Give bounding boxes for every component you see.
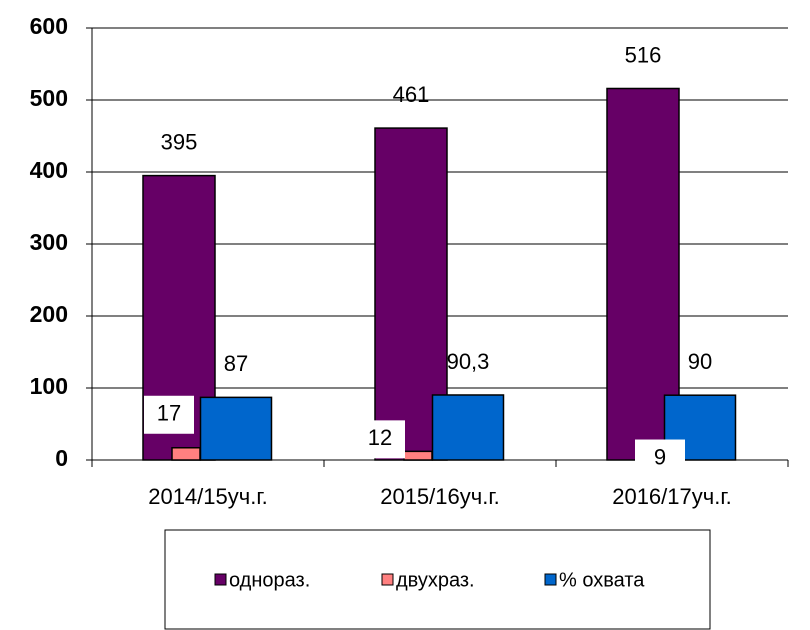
label-bg	[144, 395, 194, 434]
y-tick-label: 200	[30, 301, 68, 327]
legend-swatch	[214, 573, 227, 586]
x-tick-label: 2016/17уч.г.	[612, 484, 732, 509]
legend-box	[164, 529, 711, 630]
data-label: 90	[688, 349, 712, 374]
y-tick-label: 300	[30, 229, 68, 255]
bar	[199, 396, 273, 461]
data-label: 395	[161, 129, 198, 154]
bar	[606, 87, 680, 461]
bar	[431, 394, 505, 461]
legend-label: однораз.	[229, 569, 310, 591]
data-label: 90,3	[447, 349, 490, 374]
label-bg	[355, 420, 405, 459]
legend-swatch	[381, 573, 394, 586]
bar	[171, 447, 201, 461]
label-bg	[635, 439, 685, 478]
data-label: 9	[654, 444, 666, 469]
y-tick-label: 500	[30, 85, 68, 111]
x-tick-label: 2014/15уч.г.	[148, 484, 268, 509]
y-tick-label: 100	[30, 373, 68, 399]
legend-label: % охвата	[559, 569, 645, 591]
legend-label: двухраз.	[396, 569, 475, 591]
y-tick-label: 400	[30, 157, 68, 183]
x-tick-label: 2015/16уч.г.	[380, 484, 500, 509]
data-label: 12	[368, 425, 392, 450]
data-label: 461	[393, 82, 430, 107]
data-label: 87	[224, 351, 248, 376]
data-label: 17	[157, 401, 181, 426]
data-label: 516	[625, 42, 662, 67]
y-tick-label: 0	[55, 445, 68, 471]
bar	[403, 450, 433, 461]
y-tick-label: 600	[30, 13, 68, 39]
legend-swatch	[544, 573, 557, 586]
